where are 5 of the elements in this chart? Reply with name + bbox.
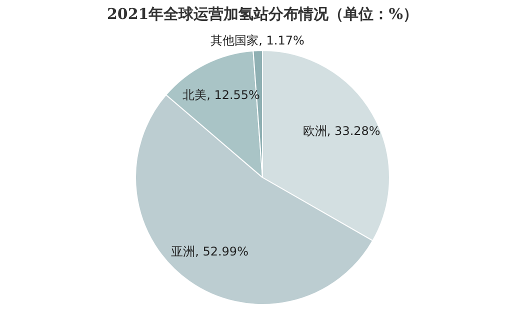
slice-label: 其他国家, 1.17%	[210, 34, 304, 48]
slice-label: 亚洲, 52.99%	[171, 244, 248, 258]
slice-label: 北美, 12.55%	[182, 88, 260, 102]
slice-label: 欧洲, 33.28%	[302, 124, 380, 138]
chart-title: 2021年全球运营加氢站分布情况（单位：%）	[106, 4, 418, 23]
